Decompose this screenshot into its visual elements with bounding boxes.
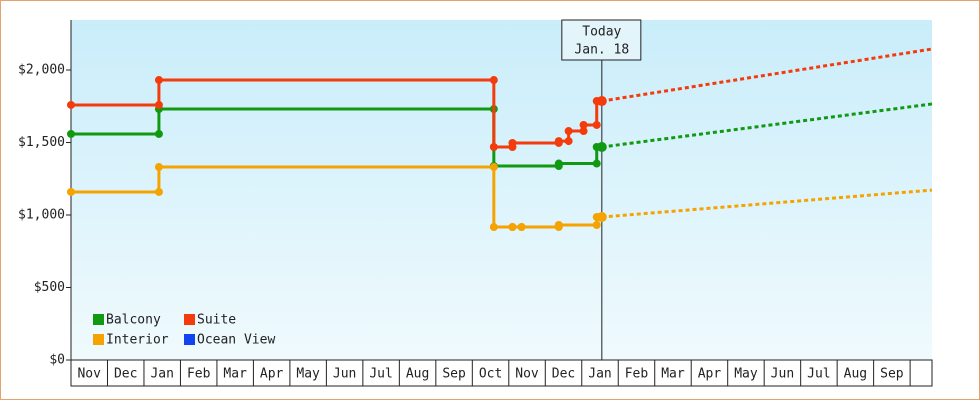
today-point <box>596 96 607 107</box>
x-tick-label: Dec <box>114 367 137 382</box>
legend-label: Ocean View <box>197 333 275 348</box>
x-tick-label: Nov <box>515 367 539 382</box>
x-tick-label: Jan <box>588 367 611 382</box>
x-tick-label: Sep <box>880 367 904 382</box>
point <box>554 221 563 230</box>
point <box>489 223 498 232</box>
step-dot <box>154 187 163 196</box>
x-tick-label: Apr <box>698 367 722 382</box>
point <box>564 127 573 136</box>
x-tick-label: Apr <box>260 367 284 382</box>
step-dot <box>489 76 498 85</box>
x-tick-label: Jul <box>369 367 392 382</box>
legend-swatch <box>93 334 104 345</box>
x-tick-label: Feb <box>625 367 649 382</box>
step-dot <box>154 100 163 109</box>
x-tick-label: Feb <box>187 367 211 382</box>
x-tick-label: Jun <box>333 367 356 382</box>
y-tick-label: $2,000 <box>18 63 65 78</box>
point <box>579 120 588 129</box>
x-tick-label: Jan <box>150 367 173 382</box>
point <box>554 137 563 146</box>
step-dot <box>592 221 601 230</box>
x-tick-label: Sep <box>442 367 466 382</box>
point <box>67 129 75 138</box>
point <box>508 223 517 232</box>
today-point <box>596 212 607 223</box>
step-dot <box>579 127 588 136</box>
y-tick-label: $0 <box>49 353 65 368</box>
x-tick-label: Mar <box>661 367 685 382</box>
x-tick-label: Dec <box>552 367 575 382</box>
projection-line <box>601 188 933 219</box>
x-tick-label: Aug <box>844 367 867 382</box>
x-tick-label: May <box>296 367 320 382</box>
x-tick-label: May <box>734 367 758 382</box>
point <box>554 159 563 168</box>
x-tick-label: Aug <box>406 367 429 382</box>
legend-label: Interior <box>106 333 169 348</box>
legend-swatch <box>184 334 195 345</box>
x-tick-label: Jun <box>771 367 794 382</box>
plot-area <box>71 20 932 360</box>
step-dot <box>564 137 573 146</box>
today-label: Today <box>582 25 621 40</box>
x-axis-box <box>70 359 933 387</box>
x-tick-label: Mar <box>223 367 247 382</box>
point <box>508 138 517 147</box>
y-tick-label: $1,000 <box>18 208 65 223</box>
point <box>154 76 163 85</box>
today-label: Jan. 18 <box>574 43 629 58</box>
step-dot <box>592 120 601 129</box>
step-dot <box>592 159 601 168</box>
point <box>67 100 75 109</box>
point <box>67 187 75 196</box>
legend-label: Suite <box>197 313 236 328</box>
x-tick-label: Nov <box>77 367 101 382</box>
x-tick-label: Oct <box>479 367 502 382</box>
point <box>517 223 526 232</box>
x-tick-label: Jul <box>807 367 830 382</box>
today-box <box>561 19 642 61</box>
step-dot <box>154 129 163 138</box>
step-dot <box>489 163 498 172</box>
today-point <box>596 142 607 153</box>
legend-swatch <box>184 314 195 325</box>
y-tick-label: $1,500 <box>18 135 65 150</box>
point <box>489 143 498 152</box>
legend-label: Balcony <box>106 313 161 328</box>
y-tick-label: $500 <box>34 280 65 295</box>
legend-swatch <box>93 314 104 325</box>
point <box>154 163 163 172</box>
